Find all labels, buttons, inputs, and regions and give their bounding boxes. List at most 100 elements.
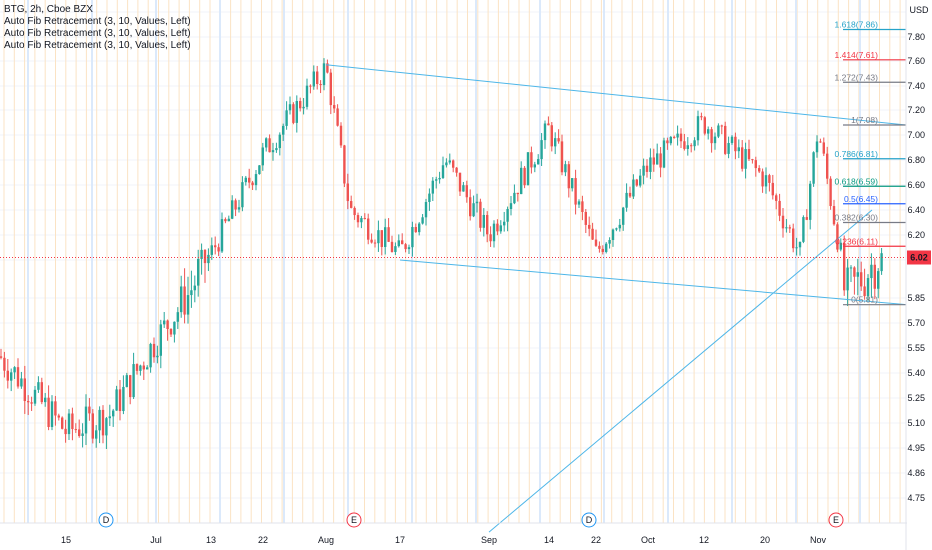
fib-level-label: 0.618(6.59) — [835, 176, 879, 186]
candle-body — [350, 201, 353, 208]
y-tick-label: 4.75 — [907, 493, 925, 503]
candle-body — [819, 141, 822, 143]
candle-body — [81, 433, 84, 436]
candle-body — [220, 219, 224, 252]
x-tick-label: Jul — [150, 535, 162, 545]
candle-body — [577, 201, 581, 205]
candle-body — [50, 401, 54, 427]
candle-body — [676, 133, 679, 138]
candle-body — [139, 365, 142, 371]
candle-body — [57, 415, 60, 418]
y-tick-label: 7.00 — [907, 130, 925, 140]
candle-body — [727, 143, 730, 154]
candle-body — [105, 418, 108, 436]
candle-body — [594, 239, 598, 246]
fib-level-label: 0.5(6.45) — [844, 194, 878, 204]
event-marker-dividend[interactable]: D — [98, 512, 114, 528]
y-tick-label: 5.55 — [907, 343, 925, 353]
candle-body — [418, 223, 421, 233]
candle-body — [625, 192, 628, 208]
event-marker-dividend[interactable]: D — [581, 512, 597, 528]
y-tick-label: 5.85 — [907, 293, 925, 303]
candle-body — [363, 218, 366, 220]
candle-body — [516, 192, 519, 195]
y-tick-label: 5.10 — [907, 418, 925, 428]
candle-body — [387, 227, 390, 242]
candle-body — [299, 101, 302, 109]
candle-body — [180, 286, 183, 313]
trendline-rising-line[interactable] — [488, 209, 873, 533]
candle-body — [720, 125, 723, 127]
candle-body — [489, 234, 492, 242]
candle-body — [343, 145, 346, 184]
candle-body — [227, 218, 230, 222]
candle-body — [23, 378, 26, 402]
candle-body — [135, 364, 139, 371]
candle-body — [554, 138, 557, 147]
candle-body — [707, 129, 710, 134]
candle-body — [424, 201, 428, 218]
candle-body — [778, 200, 781, 216]
candle-body — [805, 217, 808, 220]
candle-body — [88, 406, 91, 414]
candle-body — [380, 230, 383, 247]
candle-body — [758, 168, 761, 172]
candle-body — [61, 417, 64, 429]
last-price-tag — [907, 250, 931, 265]
candle-body — [486, 214, 489, 235]
candle-body — [659, 153, 662, 168]
x-tick-label: 22 — [591, 535, 601, 545]
candle-body — [550, 125, 553, 147]
candle-body — [152, 343, 156, 358]
candle-body — [503, 221, 506, 226]
candle-body — [251, 182, 254, 186]
candle-body — [632, 179, 635, 197]
candle-body — [605, 243, 608, 252]
y-tick-label: 7.80 — [907, 32, 925, 42]
x-tick-label: 22 — [258, 535, 268, 545]
x-tick-label: 20 — [760, 535, 770, 545]
candle-body — [339, 125, 343, 146]
candles-layer — [0, 58, 883, 450]
candle-body — [533, 164, 536, 168]
candle-body — [421, 217, 424, 224]
last-price-label: 6.02 — [910, 253, 928, 263]
event-marker-earnings[interactable]: E — [346, 512, 362, 528]
candle-body — [792, 228, 795, 249]
event-marker-earnings[interactable]: E — [828, 512, 844, 528]
candle-body — [601, 248, 604, 252]
trendline-upper-channel[interactable] — [325, 64, 907, 126]
candle-body — [798, 241, 802, 248]
candle-body — [764, 175, 768, 187]
fib-level-label: 1.618(7.86) — [835, 20, 879, 30]
candle-body — [509, 203, 513, 209]
candle-body — [101, 409, 105, 436]
candle-body — [832, 206, 836, 225]
candle-body — [285, 110, 288, 126]
candle-body — [193, 285, 196, 291]
candle-body — [540, 140, 543, 160]
candle-body — [836, 224, 839, 250]
candle-body — [64, 428, 67, 435]
trendlines-layer — [325, 64, 907, 533]
candle-body — [237, 207, 241, 210]
candle-body — [645, 165, 649, 172]
candle-body — [775, 195, 778, 201]
candle-body — [78, 429, 81, 436]
trendline-lower-channel[interactable] — [399, 259, 907, 306]
candle-body — [292, 104, 295, 123]
candle-body — [390, 241, 394, 252]
candle-body — [571, 178, 574, 189]
candle-body — [156, 355, 159, 358]
candle-body — [115, 389, 118, 411]
candle-body — [768, 175, 771, 183]
fib-levels-layer: 1.618(7.86) 1.414(7.61) 1.272(7.43) 1(7.08)… — [835, 20, 906, 306]
candle-body — [3, 357, 6, 371]
candle-body — [669, 136, 672, 144]
candle-body — [581, 201, 584, 212]
candle-body — [584, 211, 587, 225]
fib-level-label: 1(7.08) — [851, 115, 878, 125]
candle-body — [176, 312, 179, 322]
